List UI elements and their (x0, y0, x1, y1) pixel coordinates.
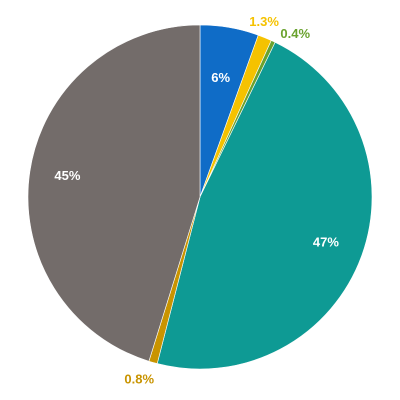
pie-slice-5 (27, 24, 201, 362)
slice-label-4: 0.8% (124, 371, 154, 386)
slice-label-0: 6% (211, 70, 230, 85)
pie-slices (27, 24, 373, 370)
pie-labels: 6% 1.3%0.4% 47% 0.8% 45% (54, 14, 339, 386)
slice-label-1: 1.3% (249, 14, 279, 29)
slice-label-2: 0.4% (280, 26, 310, 41)
slice-label-3: 47% (313, 235, 339, 250)
pie-slice-3 (156, 41, 373, 370)
slice-label-5: 45% (54, 168, 80, 183)
